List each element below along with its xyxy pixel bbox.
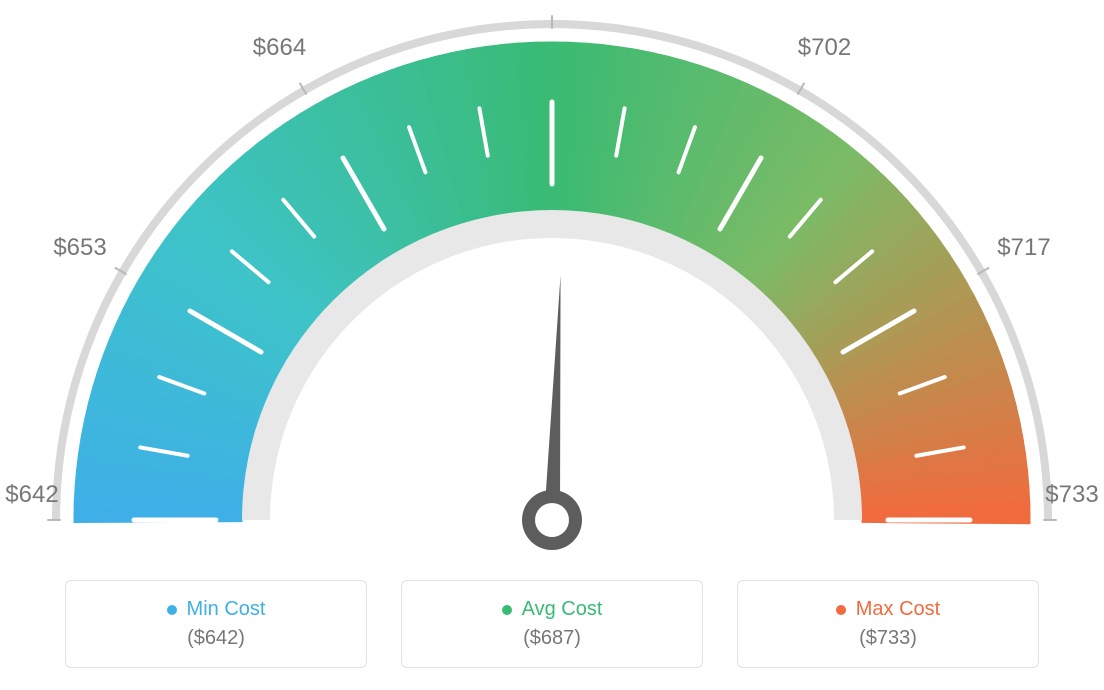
gauge-area: $642$653$664$687$702$717$733 xyxy=(0,0,1104,560)
legend-title-min: Min Cost xyxy=(187,598,266,621)
legend-value-min: ($642) xyxy=(187,627,245,650)
legend-title-avg: Avg Cost xyxy=(522,598,603,621)
gauge-label: $702 xyxy=(798,34,851,62)
gauge-label: $733 xyxy=(1045,481,1098,509)
legend-title-max: Max Cost xyxy=(856,598,940,621)
legend-title-row: Avg Cost xyxy=(502,598,603,621)
legend-title-row: Min Cost xyxy=(167,598,266,621)
gauge-needle-hub-hole xyxy=(535,503,569,537)
gauge-label: $664 xyxy=(253,34,306,62)
gauge-label: $642 xyxy=(5,481,58,509)
legend-dot-avg xyxy=(502,605,512,615)
legend-card-max: Max Cost ($733) xyxy=(737,580,1039,668)
legend-value-avg: ($687) xyxy=(523,627,581,650)
legend-card-min: Min Cost ($642) xyxy=(65,580,367,668)
legend-dot-max xyxy=(836,605,846,615)
legend-title-row: Max Cost xyxy=(836,598,940,621)
gauge-label: $717 xyxy=(997,234,1050,262)
legend-row: Min Cost ($642) Avg Cost ($687) Max Cost… xyxy=(0,580,1104,668)
gauge-label: $653 xyxy=(53,234,106,262)
cost-gauge-infographic: $642$653$664$687$702$717$733 Min Cost ($… xyxy=(0,0,1104,690)
legend-card-avg: Avg Cost ($687) xyxy=(401,580,703,668)
gauge-svg xyxy=(0,0,1104,560)
legend-dot-min xyxy=(167,605,177,615)
legend-value-max: ($733) xyxy=(859,627,917,650)
